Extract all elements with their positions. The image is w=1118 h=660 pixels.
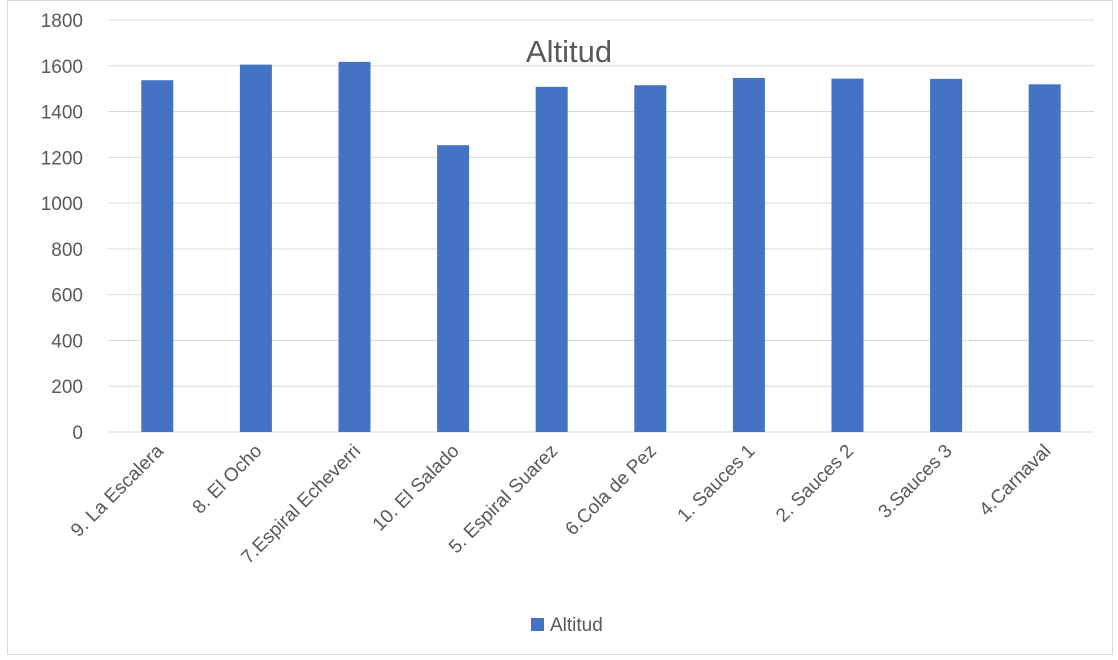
bar (338, 61, 371, 433)
y-tick-label: 1400 (41, 103, 83, 124)
legend-label: Altitud (550, 615, 603, 636)
x-tick-label: 4.Carnaval (975, 441, 1055, 521)
bar (239, 64, 272, 432)
x-tick-label: 2. Sauces 2 (772, 441, 858, 527)
bar (831, 78, 864, 433)
x-tick-label: 3.Sauces 3 (875, 441, 957, 523)
x-tick-label: 5. Espiral Suarez (445, 441, 562, 558)
y-tick-label: 1600 (41, 57, 83, 78)
bar (437, 145, 470, 433)
gridlines (108, 19, 1094, 433)
chart-title: Altitud (526, 34, 612, 69)
x-tick-label: 10. El Salado (369, 441, 464, 536)
bar (634, 85, 667, 432)
bar (535, 86, 568, 432)
y-tick-label: 800 (51, 240, 83, 261)
x-tick-label: 9. La Escalera (67, 440, 168, 541)
bar (930, 78, 963, 432)
bars (141, 61, 1061, 433)
y-tick-label: 400 (51, 331, 83, 352)
y-axis-ticks: 0 200 400 600 800 1000 1200 1400 1600 1800 (41, 11, 83, 444)
x-tick-label: 1. Sauces 1 (674, 441, 760, 527)
y-tick-label: 200 (51, 377, 83, 398)
y-tick-label: 1000 (41, 194, 83, 215)
x-tick-label: 8. El Ocho (189, 441, 267, 519)
bar (1028, 84, 1061, 432)
bar (141, 80, 174, 432)
y-tick-label: 1800 (41, 11, 83, 32)
x-tick-label: 6.Cola de Pez (562, 441, 661, 540)
y-tick-label: 0 (72, 423, 83, 444)
legend: Altitud (531, 615, 603, 636)
legend-swatch (531, 618, 544, 631)
y-tick-label: 600 (51, 286, 83, 307)
bar (732, 77, 765, 433)
y-tick-label: 1200 (41, 148, 83, 169)
